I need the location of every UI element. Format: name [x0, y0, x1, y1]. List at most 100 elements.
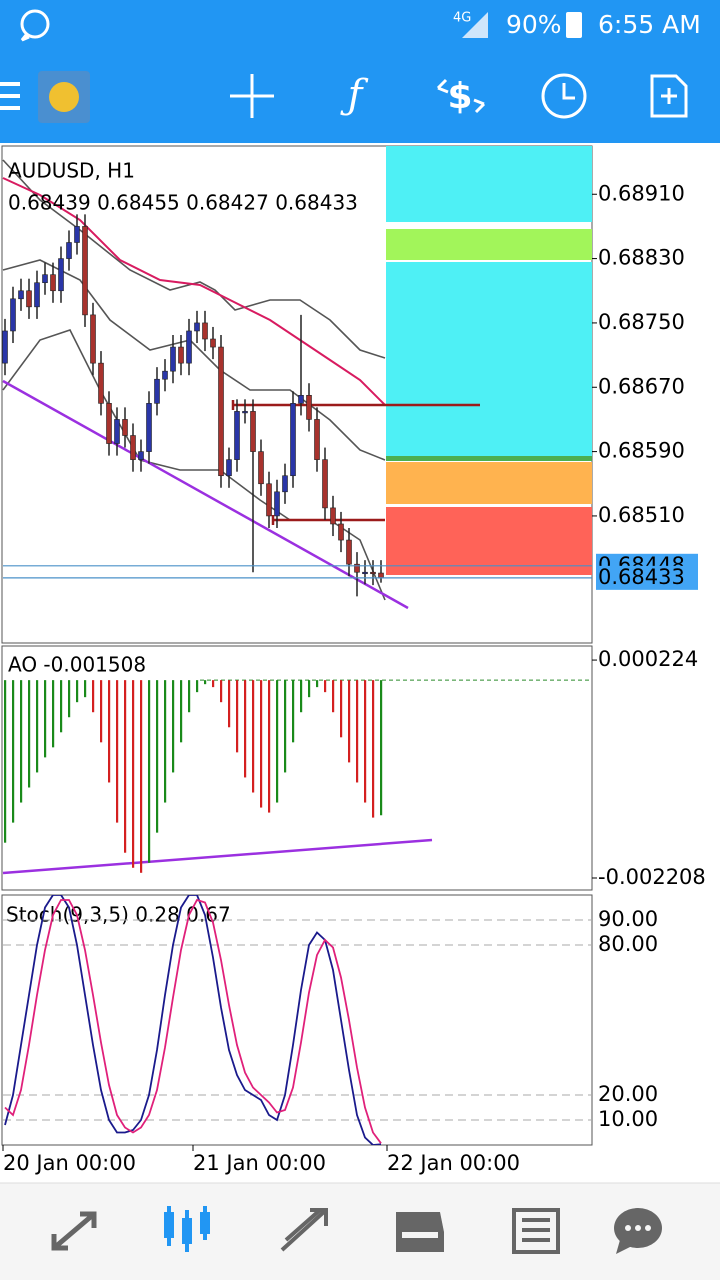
candle-body — [178, 346, 184, 364]
ao-bar — [268, 680, 271, 813]
y-tick-label: 0.68830 — [598, 246, 685, 270]
ao-bar — [36, 680, 39, 773]
zone — [386, 462, 592, 504]
ao-bar — [92, 680, 95, 713]
ao-bar — [172, 680, 175, 773]
quotes-tab[interactable] — [51, 1211, 97, 1251]
ao-title: AO -0.001508 — [8, 653, 146, 677]
candle-body — [194, 322, 200, 332]
candle-body — [146, 403, 152, 452]
history-tab[interactable] — [396, 1212, 444, 1252]
period-button[interactable] — [541, 73, 587, 119]
menu-button[interactable] — [0, 82, 20, 110]
bid-label-box — [596, 565, 698, 590]
candle-body — [66, 242, 72, 259]
candle-body — [258, 451, 264, 485]
candle-body — [306, 395, 312, 420]
zone — [386, 456, 592, 461]
network-label: 4G — [453, 11, 471, 26]
moving-average — [2, 177, 386, 406]
zone — [386, 229, 592, 260]
ao-bar — [148, 680, 151, 863]
ao-bar — [252, 680, 255, 793]
candle-body — [154, 378, 160, 404]
ao-bar — [52, 680, 55, 748]
ao-bar — [140, 680, 143, 873]
ao-bar — [284, 680, 287, 773]
ao-bar — [28, 680, 31, 788]
ao-bar — [220, 680, 223, 703]
ao-bar — [108, 680, 111, 783]
battery-icon — [566, 12, 582, 38]
y-tick-label: -0.002208 — [598, 865, 706, 889]
candle-body — [234, 411, 240, 460]
signal-icon — [462, 12, 488, 38]
stoch-line — [4, 895, 382, 1145]
x-tick-label: 21 Jan 00:00 — [193, 1151, 326, 1175]
ao-bar — [44, 680, 47, 758]
clock: 6:55 AM — [598, 10, 701, 39]
news-tab[interactable] — [512, 1208, 560, 1254]
ao-bar — [276, 680, 279, 803]
candle-body — [338, 523, 344, 541]
ao-bar — [100, 680, 103, 743]
ao-bar — [124, 680, 127, 853]
symbols-button[interactable]: $ — [436, 76, 486, 117]
ao-trend-line — [2, 838, 433, 875]
ohlc-readout: 0.68439 0.68455 0.68427 0.68433 — [8, 191, 358, 215]
candle-body — [106, 403, 112, 444]
candle-body — [42, 274, 48, 284]
app-logo-mark — [49, 82, 79, 112]
candle-body — [138, 451, 144, 460]
candle-body — [26, 290, 32, 308]
candle-body — [354, 563, 360, 573]
ao-bar — [116, 680, 119, 823]
ao-bar — [68, 680, 71, 718]
ao-bar — [316, 680, 319, 688]
new-order-button[interactable] — [650, 74, 688, 118]
ao-bar — [356, 680, 359, 783]
ao-bar — [196, 680, 199, 693]
bollinger-upper — [2, 159, 386, 359]
candle-body — [130, 435, 136, 460]
ao-bar — [84, 680, 87, 698]
ao-bar — [204, 680, 207, 685]
y-tick-label: 10.00 — [598, 1107, 658, 1131]
chat-tab[interactable] — [614, 1208, 662, 1254]
candle-body — [34, 282, 40, 308]
whatsapp-icon — [20, 9, 50, 42]
candle-body — [290, 403, 296, 477]
ao-bar — [228, 680, 231, 728]
trend-line — [2, 379, 409, 610]
svg-text:$: $ — [447, 76, 472, 117]
stoch-title: Stoch(9,3,5) 0.28 0.67 — [6, 903, 231, 927]
ao-bar — [76, 680, 79, 703]
ao-bar — [372, 680, 375, 818]
candle-body — [250, 411, 256, 452]
y-tick-label: 0.000224 — [598, 647, 698, 671]
candle-body — [218, 346, 224, 477]
candle-body — [74, 226, 80, 243]
y-tick-label: 90.00 — [598, 907, 658, 931]
ao-bar — [244, 680, 247, 778]
trade-tab[interactable] — [280, 1208, 328, 1252]
y-tick-label: 20.00 — [598, 1082, 658, 1106]
ao-bar — [340, 680, 343, 738]
ao-bar — [380, 680, 383, 816]
y-tick-label: 0.68670 — [598, 374, 685, 398]
bid-label: 0.68433 — [598, 565, 685, 589]
y-tick-label: 0.68510 — [598, 503, 685, 527]
ao-bar — [364, 680, 367, 803]
level-lines — [231, 400, 480, 525]
chart-tab[interactable] — [164, 1206, 210, 1252]
candle-body — [50, 274, 56, 292]
chart-title: AUDUSD, H1 — [8, 159, 135, 183]
ao-bar — [300, 680, 303, 713]
candle-body — [362, 571, 368, 575]
stoch-line — [4, 898, 382, 1144]
ao-bar — [132, 680, 135, 868]
candle-body — [170, 346, 176, 372]
ao-bar — [348, 680, 351, 763]
crosshair-button[interactable] — [230, 74, 274, 118]
